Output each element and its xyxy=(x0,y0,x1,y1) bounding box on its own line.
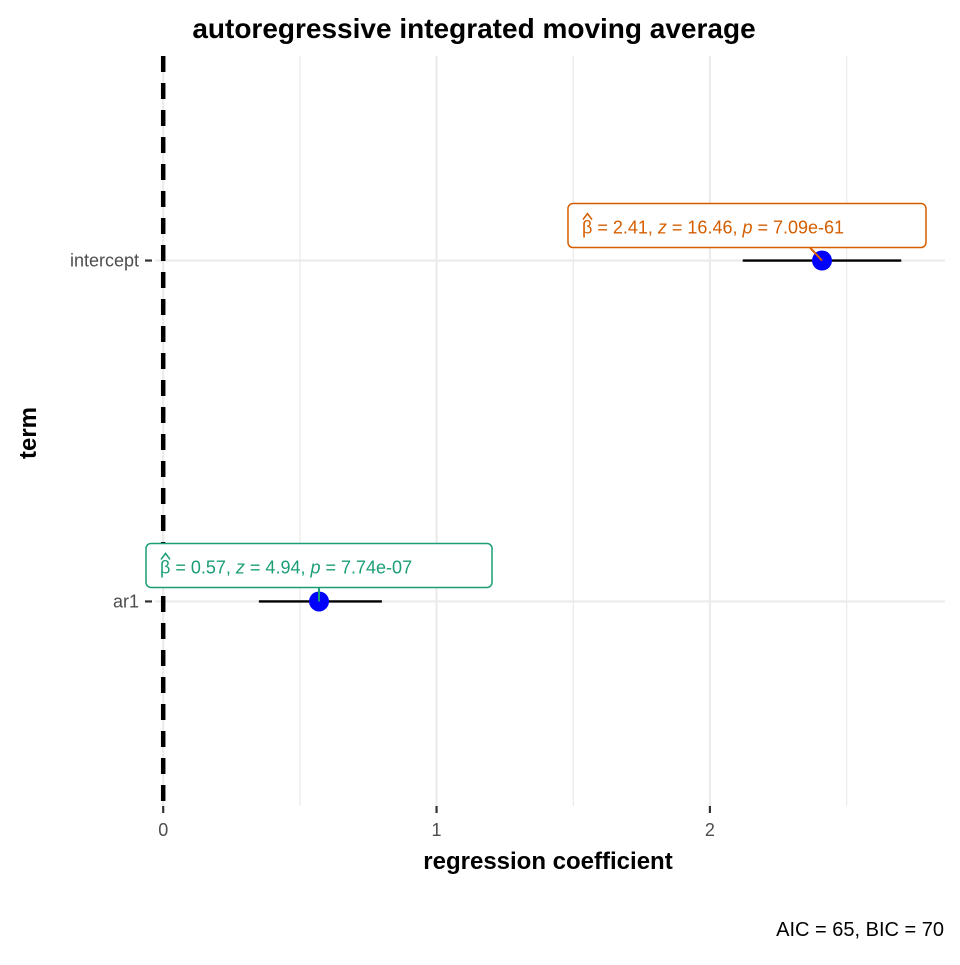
label-connector xyxy=(809,246,823,262)
beta-value: = 2.41, xyxy=(592,218,658,238)
x-tick-label: 1 xyxy=(432,820,442,840)
p-symbol: p xyxy=(741,218,752,238)
x-axis-title: regression coefficient xyxy=(423,848,672,875)
estimate-label-intercept: β = 2.41, z = 16.46, p = 7.09e-61 xyxy=(567,202,927,262)
y-axis-title: term xyxy=(15,407,42,459)
z-symbol: z xyxy=(235,557,245,577)
y-axis: intercept ar1 xyxy=(70,251,152,611)
beta-value: = 0.57, xyxy=(170,557,236,577)
y-tick-label-ar1: ar1 xyxy=(113,591,139,611)
grid-lines xyxy=(155,56,945,806)
label-text: β = 0.57, z = 4.94, p = 7.74e-07 xyxy=(160,557,412,577)
y-tick-label-intercept: intercept xyxy=(70,251,139,271)
z-value: = 4.94, xyxy=(245,557,311,577)
z-symbol: z xyxy=(657,218,667,238)
label-box xyxy=(567,202,927,249)
p-value: = 7.09e-61 xyxy=(752,218,844,238)
x-tick-label: 2 xyxy=(705,820,715,840)
p-value: = 7.74e-07 xyxy=(321,557,413,577)
x-axis: 0 1 2 xyxy=(158,806,715,840)
beta-hat-icon xyxy=(582,212,593,221)
z-value: = 16.46, xyxy=(667,218,743,238)
label-box xyxy=(145,542,493,589)
x-tick-label: 0 xyxy=(158,820,168,840)
label-text: β = 2.41, z = 16.46, p = 7.09e-61 xyxy=(582,218,844,238)
chart-title: autoregressive integrated moving average xyxy=(192,13,755,44)
estimate-labels: β = 2.41, z = 16.46, p = 7.09e-61β = 0.5… xyxy=(145,202,927,602)
beta-hat-icon xyxy=(160,552,171,560)
estimate-label-ar1: β = 0.57, z = 4.94, p = 7.74e-07 xyxy=(145,542,493,602)
p-symbol: p xyxy=(309,557,320,577)
beta-symbol: β xyxy=(160,557,170,577)
caption: AIC = 65, BIC = 70 xyxy=(776,919,944,941)
beta-symbol: β xyxy=(582,218,592,238)
